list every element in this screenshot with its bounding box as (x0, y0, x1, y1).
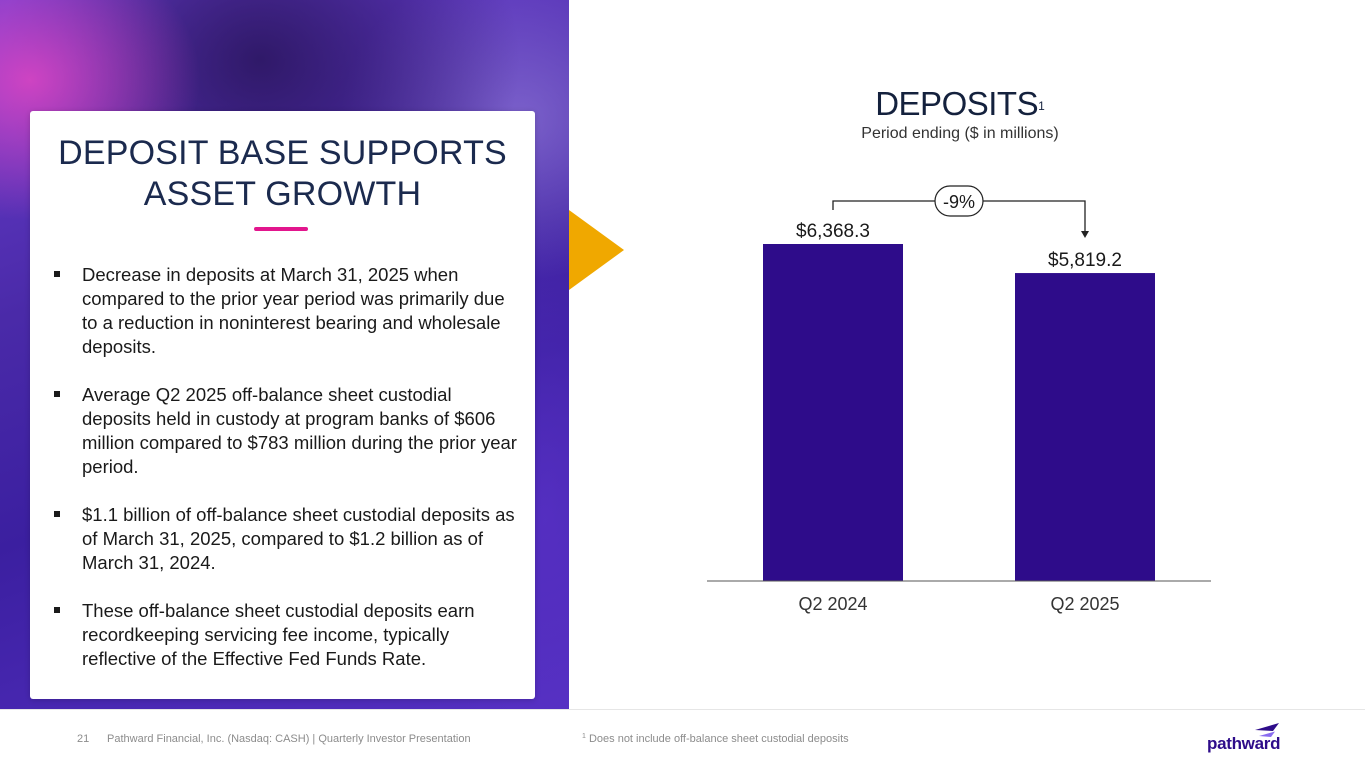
bullet-item: Average Q2 2025 off-balance sheet custod… (52, 383, 522, 479)
footer-text: Pathward Financial, Inc. (Nasdaq: CASH) … (107, 733, 471, 745)
page-number: 21 (77, 733, 90, 745)
bar-q2-2025 (1015, 273, 1155, 581)
slide-title: DEPOSIT BASE SUPPORTS ASSET GROWTH (30, 133, 535, 215)
x-tick-label: Q2 2024 (798, 594, 867, 614)
change-label: -9% (943, 192, 975, 212)
footnote-marker: 1 (582, 733, 586, 740)
bullet-marker-icon (54, 607, 60, 613)
data-label: $5,819.2 (1048, 250, 1122, 271)
title-accent-bar (254, 227, 308, 231)
bullet-item: $1.1 billion of off-balance sheet custod… (52, 503, 522, 575)
change-badge (934, 185, 984, 217)
bullet-item: These off-balance sheet custodial deposi… (52, 599, 522, 671)
footnote-text: Does not include off-balance sheet custo… (585, 733, 849, 745)
change-arrow-icon (1081, 231, 1089, 239)
bullet-marker-icon (54, 271, 60, 277)
bullet-marker-icon (54, 391, 60, 397)
deposits-bar-chart: $6,368.3 Q2 2024 $5,819.2 Q2 2025 -9% (707, 185, 1211, 614)
logo-text: pathward (1207, 734, 1281, 753)
bar-q2-2024 (763, 244, 903, 581)
logo-swoosh-icon (1255, 723, 1279, 737)
bullet-text: $1.1 billion of off-balance sheet custod… (82, 504, 515, 573)
footer-divider (0, 709, 1365, 710)
footnote: 1 Does not include off-balance sheet cus… (582, 733, 849, 745)
chart-title: DEPOSITS1 (760, 84, 1160, 124)
bullet-item: Decrease in deposits at March 31, 2025 w… (52, 263, 522, 359)
chart-title-text: DEPOSITS (875, 85, 1039, 122)
x-tick-label: Q2 2025 (1050, 594, 1119, 614)
chart-title-superscript: 1 (1038, 99, 1045, 113)
bullet-text: Average Q2 2025 off-balance sheet custod… (82, 384, 517, 477)
slide-title-line-2: ASSET GROWTH (143, 175, 422, 213)
bullet-text: Decrease in deposits at March 31, 2025 w… (82, 264, 505, 357)
chart-subtitle: Period ending ($ in millions) (861, 125, 1059, 142)
arrow-pointer-icon (569, 210, 624, 290)
bullet-list: Decrease in deposits at March 31, 2025 w… (52, 263, 522, 671)
bullet-text: These off-balance sheet custodial deposi… (82, 600, 475, 669)
bullet-marker-icon (54, 511, 60, 517)
slide-title-line-1: DEPOSIT BASE SUPPORTS (58, 134, 507, 172)
content-card: DEPOSIT BASE SUPPORTS ASSET GROWTH Decre… (30, 111, 535, 699)
data-label: $6,368.3 (796, 221, 870, 242)
